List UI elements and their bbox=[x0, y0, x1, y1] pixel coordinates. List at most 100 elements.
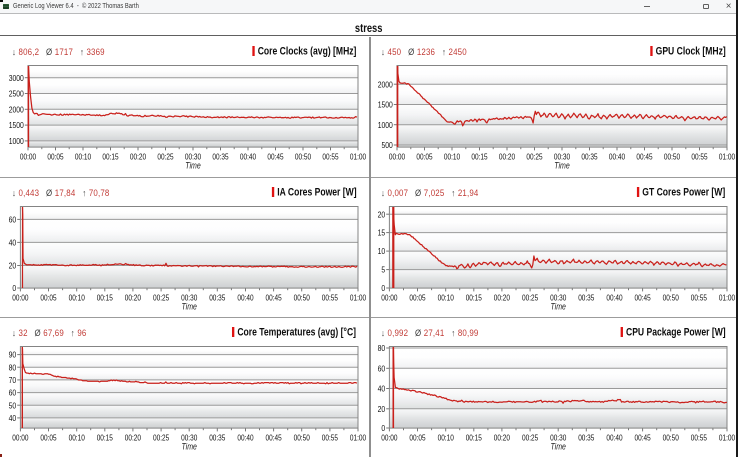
svg-text:01:00: 01:00 bbox=[350, 151, 366, 161]
svg-text:00:40: 00:40 bbox=[606, 292, 622, 302]
svg-text:00:10: 00:10 bbox=[69, 292, 85, 302]
svg-text:00:25: 00:25 bbox=[522, 292, 538, 302]
svg-text:0: 0 bbox=[12, 283, 16, 293]
svg-text:00:20: 00:20 bbox=[499, 151, 515, 161]
svg-text:00:05: 00:05 bbox=[409, 432, 425, 442]
svg-text:00:50: 00:50 bbox=[663, 292, 679, 302]
svg-text:00:25: 00:25 bbox=[153, 432, 169, 442]
svg-text:0: 0 bbox=[381, 423, 385, 433]
svg-text:00:20: 00:20 bbox=[494, 292, 510, 302]
svg-text:01:00: 01:00 bbox=[719, 151, 735, 161]
svg-text:00:10: 00:10 bbox=[69, 432, 85, 442]
svg-text:00:30: 00:30 bbox=[185, 151, 201, 161]
svg-text:00:15: 00:15 bbox=[102, 151, 118, 161]
svg-text:00:55: 00:55 bbox=[691, 432, 707, 442]
svg-text:60: 60 bbox=[378, 363, 386, 373]
svg-text:00:45: 00:45 bbox=[267, 151, 283, 161]
svg-text:00:00: 00:00 bbox=[12, 432, 28, 442]
svg-text:20: 20 bbox=[378, 209, 386, 219]
svg-text:00:40: 00:40 bbox=[606, 432, 622, 442]
svg-text:00:20: 00:20 bbox=[494, 432, 510, 442]
svg-text:00:30: 00:30 bbox=[181, 432, 197, 442]
svg-text:2000: 2000 bbox=[378, 79, 393, 89]
svg-text:2500: 2500 bbox=[9, 88, 24, 98]
svg-text:00:00: 00:00 bbox=[12, 292, 28, 302]
svg-text:10: 10 bbox=[378, 246, 386, 256]
svg-text:Time: Time bbox=[185, 160, 201, 170]
svg-text:00:30: 00:30 bbox=[554, 151, 570, 161]
svg-text:0: 0 bbox=[381, 283, 385, 293]
svg-text:00:20: 00:20 bbox=[125, 432, 141, 442]
svg-text:2000: 2000 bbox=[9, 104, 24, 114]
svg-text:40: 40 bbox=[9, 413, 17, 423]
svg-text:00:25: 00:25 bbox=[522, 432, 538, 442]
svg-text:00:15: 00:15 bbox=[97, 432, 113, 442]
svg-text:00:50: 00:50 bbox=[663, 432, 679, 442]
svg-text:00:10: 00:10 bbox=[444, 151, 460, 161]
svg-text:90: 90 bbox=[9, 349, 17, 359]
svg-text:5: 5 bbox=[381, 264, 385, 274]
svg-text:00:45: 00:45 bbox=[266, 292, 282, 302]
svg-text:00:55: 00:55 bbox=[691, 292, 707, 302]
svg-text:00:50: 00:50 bbox=[664, 151, 680, 161]
svg-text:15: 15 bbox=[378, 227, 386, 237]
svg-text:70: 70 bbox=[9, 375, 17, 385]
svg-text:00:05: 00:05 bbox=[47, 151, 63, 161]
svg-text:00:50: 00:50 bbox=[295, 151, 311, 161]
svg-text:00:15: 00:15 bbox=[97, 292, 113, 302]
svg-text:Time: Time bbox=[550, 301, 566, 311]
svg-text:00:05: 00:05 bbox=[40, 292, 56, 302]
svg-text:00:05: 00:05 bbox=[40, 432, 56, 442]
svg-text:00:05: 00:05 bbox=[409, 292, 425, 302]
svg-text:00:35: 00:35 bbox=[212, 151, 228, 161]
svg-text:00:30: 00:30 bbox=[550, 292, 566, 302]
svg-text:60: 60 bbox=[9, 387, 17, 397]
svg-text:00:35: 00:35 bbox=[578, 432, 594, 442]
svg-text:00:25: 00:25 bbox=[153, 292, 169, 302]
svg-text:00:40: 00:40 bbox=[237, 432, 253, 442]
svg-text:00:00: 00:00 bbox=[20, 151, 36, 161]
svg-text:500: 500 bbox=[382, 140, 393, 150]
svg-text:00:10: 00:10 bbox=[75, 151, 91, 161]
svg-text:1500: 1500 bbox=[9, 120, 24, 130]
svg-text:00:30: 00:30 bbox=[550, 432, 566, 442]
svg-text:80: 80 bbox=[378, 343, 386, 353]
svg-text:00:00: 00:00 bbox=[389, 151, 405, 161]
svg-text:01:00: 01:00 bbox=[350, 292, 366, 302]
svg-text:00:45: 00:45 bbox=[635, 432, 651, 442]
svg-text:00:35: 00:35 bbox=[578, 292, 594, 302]
svg-text:20: 20 bbox=[378, 403, 386, 413]
svg-text:00:40: 00:40 bbox=[237, 292, 253, 302]
svg-text:Time: Time bbox=[550, 441, 566, 451]
svg-text:00:10: 00:10 bbox=[438, 432, 454, 442]
svg-text:00:55: 00:55 bbox=[691, 151, 707, 161]
svg-text:01:00: 01:00 bbox=[350, 432, 366, 442]
svg-text:00:00: 00:00 bbox=[381, 292, 397, 302]
svg-text:00:10: 00:10 bbox=[438, 292, 454, 302]
svg-text:00:40: 00:40 bbox=[609, 151, 625, 161]
svg-text:Time: Time bbox=[181, 441, 197, 451]
svg-text:50: 50 bbox=[9, 400, 17, 410]
svg-text:00:25: 00:25 bbox=[157, 151, 173, 161]
svg-text:00:15: 00:15 bbox=[471, 151, 487, 161]
svg-text:00:20: 00:20 bbox=[130, 151, 146, 161]
svg-text:3000: 3000 bbox=[9, 72, 24, 82]
svg-text:00:55: 00:55 bbox=[322, 151, 338, 161]
svg-text:00:15: 00:15 bbox=[466, 432, 482, 442]
svg-text:1000: 1000 bbox=[9, 136, 24, 146]
svg-text:00:30: 00:30 bbox=[181, 292, 197, 302]
svg-text:Time: Time bbox=[181, 301, 197, 311]
svg-text:00:45: 00:45 bbox=[266, 432, 282, 442]
svg-text:40: 40 bbox=[9, 237, 17, 247]
svg-text:1000: 1000 bbox=[378, 119, 393, 129]
svg-text:00:25: 00:25 bbox=[526, 151, 542, 161]
svg-text:60: 60 bbox=[9, 214, 17, 224]
svg-text:00:50: 00:50 bbox=[294, 432, 310, 442]
svg-text:Time: Time bbox=[554, 160, 570, 170]
svg-text:01:00: 01:00 bbox=[719, 292, 735, 302]
svg-text:00:35: 00:35 bbox=[209, 432, 225, 442]
svg-text:00:55: 00:55 bbox=[322, 432, 338, 442]
svg-text:00:20: 00:20 bbox=[125, 292, 141, 302]
svg-text:00:15: 00:15 bbox=[466, 292, 482, 302]
svg-text:00:35: 00:35 bbox=[581, 151, 597, 161]
